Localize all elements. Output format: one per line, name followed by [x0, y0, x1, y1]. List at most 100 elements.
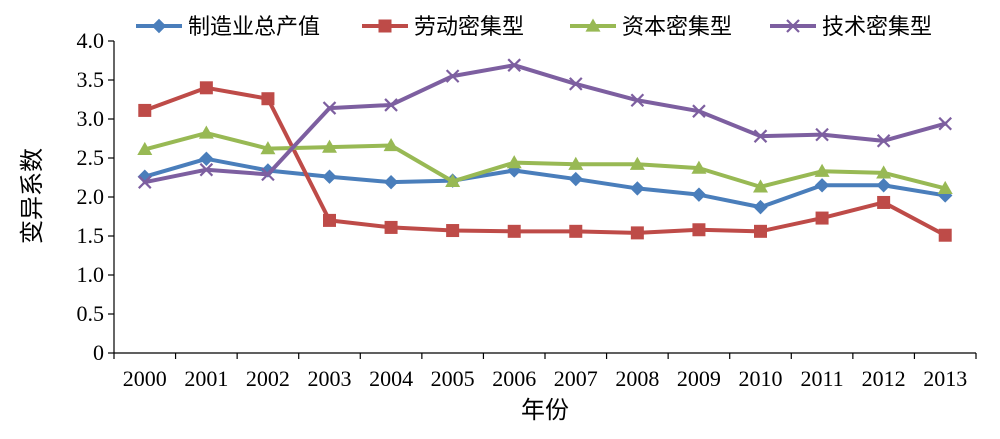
data-point — [445, 69, 460, 83]
x-tick-label: 2010 — [739, 366, 783, 391]
x-tick-label: 2007 — [554, 366, 598, 391]
legend-swatch-marker — [378, 19, 392, 33]
legend-label: 制造业总产值 — [188, 14, 320, 39]
x-tick-label: 2009 — [677, 366, 721, 391]
data-point — [198, 125, 214, 139]
y-axis-title: 变异系数 — [19, 148, 46, 244]
y-tick-label: 1.0 — [77, 262, 105, 287]
data-point — [506, 155, 522, 169]
x-tick-label: 2001 — [184, 366, 228, 391]
data-point — [261, 167, 275, 182]
data-point — [876, 134, 891, 148]
data-point — [753, 129, 768, 143]
legend-item-3: 资本密集型 — [570, 14, 732, 39]
series-line — [142, 156, 948, 210]
data-point — [630, 181, 645, 196]
y-axis: 0 0.5 1.0 1.5 2.0 2.5 3.0 3.5 4.0 — [77, 28, 115, 365]
data-point — [630, 93, 645, 108]
data-point — [876, 178, 891, 193]
data-point — [260, 141, 276, 155]
x-tick-label: 2008 — [615, 366, 659, 391]
data-point — [691, 187, 707, 202]
x-tick-label: 2005 — [431, 366, 475, 391]
data-point — [569, 77, 583, 91]
data-point — [137, 141, 153, 156]
data-point — [938, 228, 952, 242]
data-point — [261, 92, 275, 106]
data-point — [754, 224, 767, 238]
data-point — [323, 213, 336, 227]
data-point — [384, 220, 398, 234]
data-point — [384, 98, 398, 112]
x-axis-title: 年份 — [521, 397, 569, 424]
legend: 制造业总产值 劳动密集型 资本密集型 技术密集型 — [136, 14, 932, 39]
data-point — [569, 224, 583, 238]
data-point — [814, 178, 830, 193]
legend-label: 技术密集型 — [822, 14, 932, 39]
data-point — [383, 174, 399, 190]
data-point — [507, 224, 521, 238]
data-point — [815, 127, 829, 142]
data-point — [322, 169, 337, 184]
data-point — [138, 103, 152, 117]
data-point — [507, 58, 521, 72]
y-tick-label: 4.0 — [77, 28, 105, 53]
series-2 — [138, 81, 952, 242]
legend-label: 劳动密集型 — [414, 14, 524, 39]
x-tick-label: 2013 — [923, 366, 967, 391]
x-tick-label: 2003 — [308, 366, 352, 391]
data-point — [753, 179, 768, 193]
x-tick-label: 2006 — [492, 366, 536, 391]
x-tick-label: 2000 — [123, 366, 167, 391]
series-3 — [137, 125, 953, 195]
series-layer — [137, 58, 953, 242]
data-point — [691, 160, 707, 174]
y-tick-label: 1.5 — [77, 223, 105, 248]
y-tick-label: 2.0 — [77, 184, 105, 209]
x-axis: 2000 2001 2002 2003 2004 2005 2006 2007 2008 2009… — [113, 352, 977, 391]
legend-item-2: 劳动密集型 — [362, 14, 524, 39]
data-point — [938, 116, 952, 131]
data-point — [630, 226, 644, 240]
y-tick-label: 3.0 — [77, 106, 105, 131]
data-point — [322, 139, 337, 153]
data-point — [814, 163, 830, 177]
data-point — [692, 104, 706, 118]
data-point — [199, 81, 213, 95]
data-point — [629, 156, 645, 170]
y-tick-label: 2.5 — [77, 145, 105, 170]
legend-item-4: 技术密集型 — [770, 14, 932, 39]
data-point — [322, 101, 337, 115]
data-point — [383, 138, 399, 152]
y-tick-label: 0 — [93, 340, 104, 365]
legend-swatch-marker — [786, 19, 800, 33]
data-point — [937, 180, 953, 195]
data-point — [446, 224, 460, 238]
legend-swatch-marker — [151, 18, 167, 34]
legend-swatch-marker — [585, 18, 601, 32]
y-tick-label: 0.5 — [77, 301, 105, 326]
data-point — [753, 199, 768, 215]
series-line — [142, 63, 948, 185]
x-tick-label: 2002 — [246, 366, 290, 391]
series-4 — [138, 58, 952, 189]
legend-label: 资本密集型 — [622, 14, 732, 39]
series-line — [142, 85, 948, 238]
data-point — [692, 223, 706, 237]
data-point — [876, 165, 892, 179]
x-tick-label: 2012 — [862, 366, 906, 391]
data-point — [445, 173, 461, 188]
data-point — [877, 195, 891, 209]
data-point — [199, 162, 214, 177]
data-point — [568, 156, 584, 170]
data-point — [138, 175, 152, 189]
series-line — [142, 131, 948, 191]
x-tick-label: 2011 — [800, 366, 843, 391]
data-point — [568, 171, 583, 187]
legend-item-1: 制造业总产值 — [136, 14, 320, 39]
y-tick-label: 3.5 — [77, 67, 105, 92]
data-point — [199, 151, 214, 166]
data-point — [815, 211, 829, 225]
x-tick-label: 2004 — [369, 366, 413, 391]
